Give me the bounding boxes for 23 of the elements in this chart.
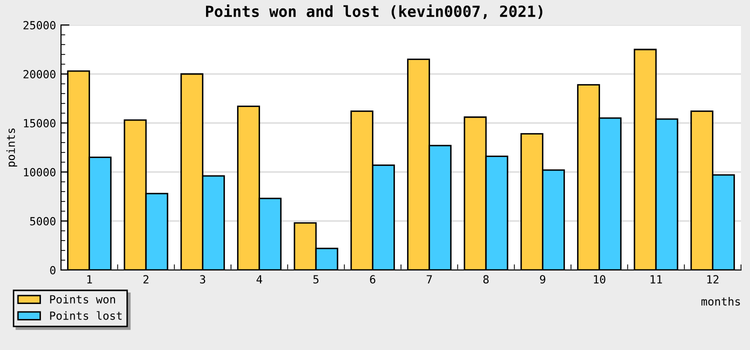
x-tick-label: 1 xyxy=(87,275,92,284)
y-axis-title: points xyxy=(6,128,18,167)
y-tick-label: 20000 xyxy=(24,70,56,78)
x-tick-label: 10 xyxy=(594,275,606,284)
x-axis-title: months xyxy=(701,297,740,306)
x-tick-label: 7 xyxy=(426,275,432,284)
y-tick-label: 15000 xyxy=(24,119,56,128)
x-tick-label: 2 xyxy=(143,275,148,284)
x-tick-label: 8 xyxy=(483,275,489,284)
y-tick-label: 0 xyxy=(50,266,56,274)
x-tick-label: 11 xyxy=(650,275,662,284)
legend-label: Points won xyxy=(50,294,116,304)
x-tick-label: 6 xyxy=(370,275,376,284)
x-tick-label: 12 xyxy=(707,275,718,284)
x-tick-label: 9 xyxy=(540,275,546,284)
chart-title: Points won and lost (kevin0007, 2021) xyxy=(206,4,542,19)
x-tick-label: 5 xyxy=(313,275,318,284)
y-tick-label: 5000 xyxy=(30,217,56,226)
x-tick-label: 3 xyxy=(200,275,206,284)
y-tick-label: 10000 xyxy=(24,168,56,176)
y-tick-label: 25000 xyxy=(24,21,56,30)
x-tick-label: 4 xyxy=(256,275,262,284)
legend-label: Points lost xyxy=(50,311,122,320)
